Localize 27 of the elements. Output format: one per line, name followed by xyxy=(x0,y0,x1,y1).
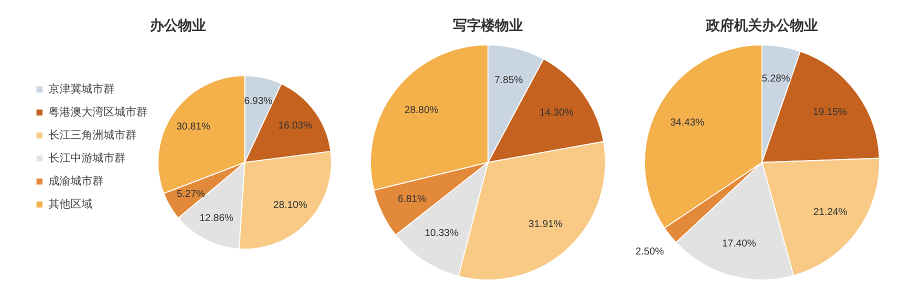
data-label: 2.50% xyxy=(636,246,664,258)
data-label: 28.10% xyxy=(273,200,308,211)
chart-title: 政府机关办公物业 xyxy=(705,17,818,34)
data-label: 17.40% xyxy=(722,238,756,250)
chart-title: 办公物业 xyxy=(149,18,206,34)
data-label: 5.28% xyxy=(762,74,790,85)
legend-label: 其他区域 xyxy=(48,198,92,211)
legend-label: 长江三角洲城市群 xyxy=(48,128,136,142)
chart-title: 写字楼物业 xyxy=(453,17,523,34)
data-label: 21.24% xyxy=(813,207,848,218)
legend-label: 粤港澳大湾区城市群 xyxy=(48,106,148,119)
data-label: 6.93% xyxy=(244,96,273,108)
data-label: 28.80% xyxy=(404,104,439,116)
legend-label: 成渝城市群 xyxy=(48,174,104,188)
data-label: 5.27% xyxy=(176,188,206,200)
data-label: 19.15% xyxy=(813,106,848,118)
data-label: 31.91% xyxy=(528,219,563,230)
data-label: 10.33% xyxy=(424,228,459,239)
data-label: 16.03% xyxy=(278,120,312,132)
data-label: 7.85% xyxy=(494,75,523,86)
data-label: 34.43% xyxy=(670,117,704,128)
data-label: 14.30% xyxy=(539,107,574,118)
data-label: 12.86% xyxy=(199,212,234,224)
data-label: 30.81% xyxy=(176,122,210,133)
legend-label: 京津冀城市群 xyxy=(48,82,114,96)
legend-label: 长江中游城市群 xyxy=(48,152,126,165)
data-label: 6.81% xyxy=(398,194,426,206)
